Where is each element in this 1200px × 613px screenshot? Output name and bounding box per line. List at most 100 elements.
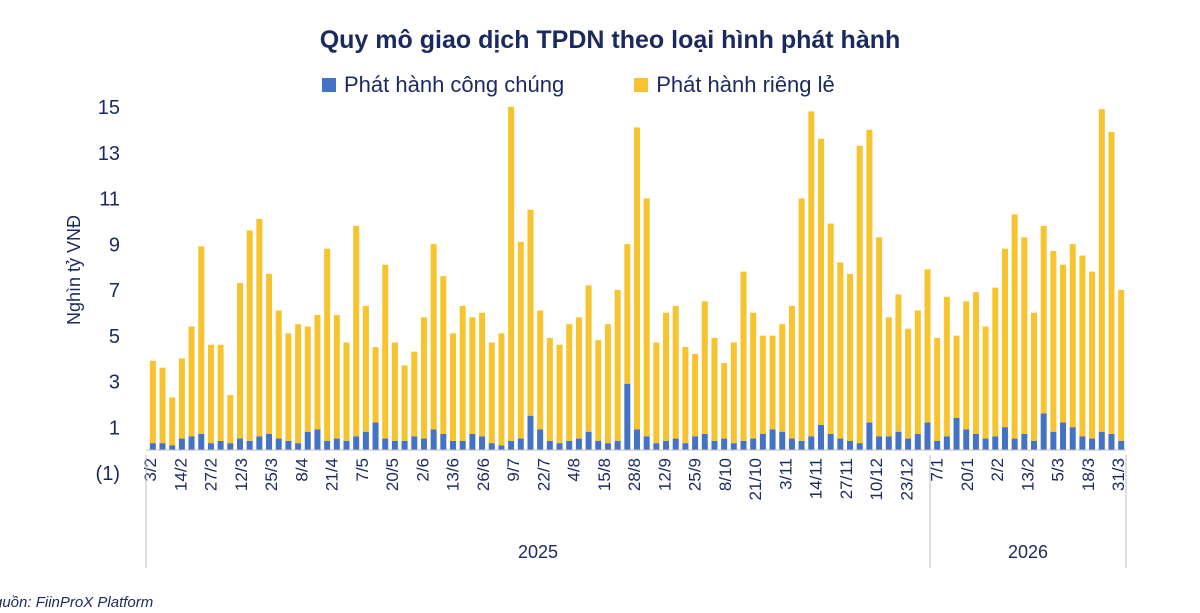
bar-private bbox=[188, 326, 195, 437]
bar-private bbox=[595, 340, 602, 441]
bar-private bbox=[885, 317, 892, 437]
bar-private bbox=[1079, 255, 1086, 437]
bar-private bbox=[207, 344, 214, 444]
bar-private bbox=[537, 310, 544, 430]
bar-public bbox=[1089, 438, 1096, 450]
bar-private bbox=[992, 287, 999, 437]
bar-public bbox=[178, 438, 185, 450]
bar-private bbox=[614, 289, 621, 441]
bar-private bbox=[266, 273, 273, 434]
bar-private bbox=[779, 324, 786, 432]
bar-private bbox=[1108, 132, 1115, 434]
bar-private bbox=[469, 317, 476, 434]
bar-public bbox=[643, 436, 650, 450]
x-tick-label: 13/2 bbox=[1018, 458, 1037, 491]
bar-private bbox=[275, 310, 282, 439]
bar-private bbox=[420, 317, 427, 439]
bar-public bbox=[817, 424, 824, 450]
bar-public bbox=[866, 422, 873, 450]
bar-private bbox=[256, 218, 263, 437]
bar-private bbox=[701, 301, 708, 434]
bar-public bbox=[382, 438, 389, 450]
x-tick-label: 13/6 bbox=[444, 458, 463, 491]
y-tick-label: 1 bbox=[109, 417, 120, 439]
bar-public bbox=[266, 433, 273, 450]
bar-public bbox=[159, 443, 166, 450]
bar-private bbox=[914, 310, 921, 434]
bar-private bbox=[285, 333, 292, 441]
x-tick-label: 25/3 bbox=[262, 458, 281, 491]
x-tick-label: 5/3 bbox=[1049, 458, 1068, 482]
x-tick-label: 22/7 bbox=[534, 458, 553, 491]
bar-public bbox=[895, 431, 902, 450]
bar-public bbox=[827, 433, 834, 450]
bar-public bbox=[1118, 440, 1125, 450]
bar-public bbox=[372, 422, 379, 450]
legend-swatch-public bbox=[322, 78, 336, 92]
bar-public bbox=[1001, 427, 1008, 451]
bar-public bbox=[401, 440, 408, 450]
x-tick-label: 10/12 bbox=[867, 458, 886, 501]
bar-private bbox=[1060, 264, 1067, 423]
x-tick-label: 27/11 bbox=[837, 458, 856, 499]
bar-private bbox=[1021, 237, 1028, 434]
bar-private bbox=[391, 342, 398, 441]
bar-public bbox=[972, 433, 979, 450]
bar-public bbox=[885, 436, 892, 450]
bar-private bbox=[217, 344, 224, 441]
x-tick-label: 15/8 bbox=[595, 458, 614, 491]
x-tick-label: 14/2 bbox=[171, 458, 190, 491]
bar-public bbox=[1031, 440, 1038, 450]
bar-private bbox=[479, 312, 486, 437]
bar-public bbox=[992, 436, 999, 450]
bar-private bbox=[692, 353, 699, 437]
bar-private bbox=[324, 248, 331, 441]
legend-label-public: Phát hành công chúng bbox=[344, 72, 565, 97]
y-tick-label: 15 bbox=[98, 97, 120, 119]
bar-public bbox=[479, 436, 486, 450]
bar-private bbox=[963, 301, 970, 430]
bar-private bbox=[149, 360, 156, 444]
bar-private bbox=[740, 271, 747, 441]
source-note: guồn: FiinProX Platform bbox=[0, 594, 154, 611]
x-tick-label: 12/9 bbox=[655, 458, 674, 491]
y-tick-label: 9 bbox=[109, 234, 120, 256]
bar-public bbox=[740, 440, 747, 450]
bar-public bbox=[333, 438, 340, 450]
bar-public bbox=[391, 440, 398, 450]
bar-public bbox=[198, 433, 205, 450]
bar-public bbox=[169, 445, 176, 451]
bar-public bbox=[314, 429, 321, 450]
bar-private bbox=[730, 342, 737, 444]
x-tick-label: 21/10 bbox=[746, 458, 765, 501]
x-tick-label: 20/5 bbox=[383, 458, 402, 491]
bar-public bbox=[508, 440, 515, 450]
bar-private bbox=[827, 223, 834, 434]
bar-private bbox=[575, 317, 582, 439]
bar-private bbox=[178, 358, 185, 439]
bar-public bbox=[711, 440, 718, 450]
bar-private bbox=[1089, 271, 1096, 439]
bar-private bbox=[527, 209, 534, 416]
bar-public bbox=[498, 445, 505, 451]
bar-private bbox=[808, 111, 815, 437]
bar-private bbox=[924, 269, 931, 423]
bar-public bbox=[1011, 438, 1018, 450]
bar-public bbox=[1021, 433, 1028, 450]
bar-private bbox=[450, 333, 457, 441]
legend-item-public: Phát hành công chúng bbox=[322, 72, 564, 98]
bar-public bbox=[585, 431, 592, 450]
y-axis-title-group: Nghìn tỷ VNĐ bbox=[64, 215, 84, 325]
bar-public bbox=[905, 438, 912, 450]
bar-public bbox=[721, 438, 728, 450]
bar-private bbox=[1031, 312, 1038, 441]
bar-private bbox=[817, 138, 824, 425]
bar-public bbox=[779, 431, 786, 450]
bar-private bbox=[876, 237, 883, 437]
bar-private bbox=[556, 344, 563, 444]
bar-private bbox=[663, 312, 670, 441]
bar-private bbox=[508, 106, 515, 441]
x-tick-label: 21/4 bbox=[323, 458, 342, 491]
bar-public bbox=[275, 438, 282, 450]
